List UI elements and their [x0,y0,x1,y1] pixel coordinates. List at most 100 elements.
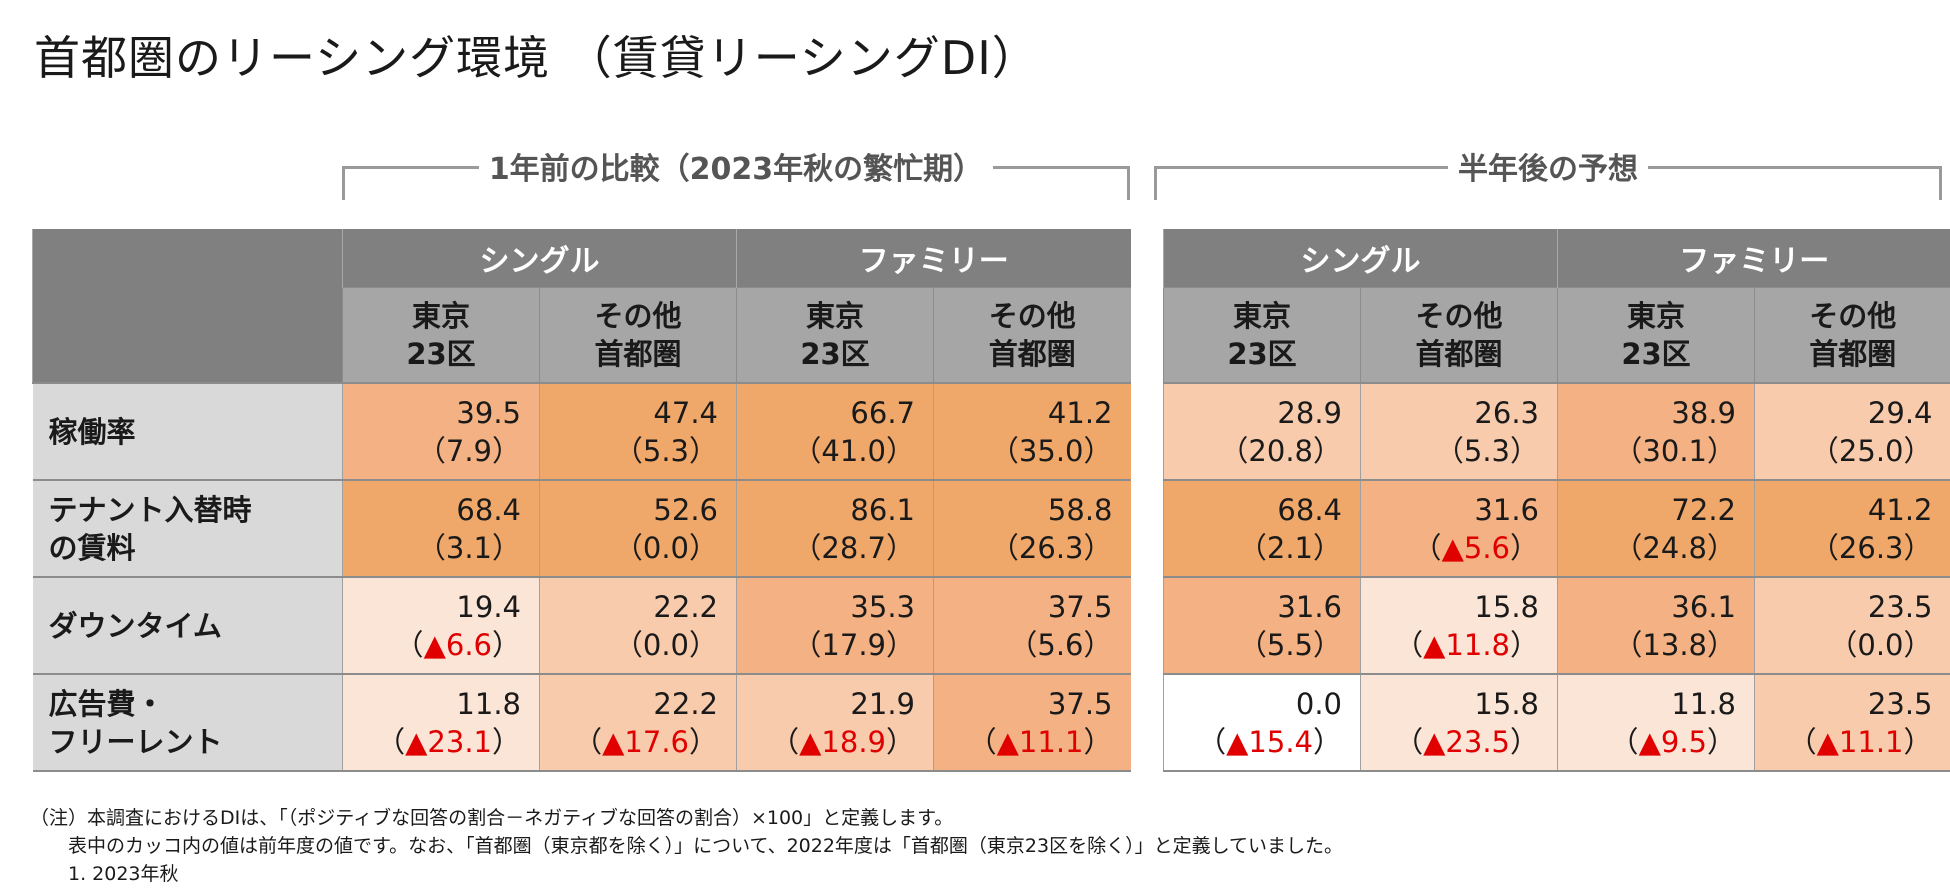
header-family: ファミリー [736,229,1131,287]
di-table-forecast: シングル ファミリー 東京 23区 その他 首都圏 東京 23区 その他 首都圏 28.… [1163,229,1950,772]
value-cell: 22.2 （▲17.6） [539,674,737,772]
prior-year-value: （▲15.4） [1197,724,1342,759]
prior-year-value: （▲6.6） [394,627,521,662]
negative-value: ▲18.9 [799,724,886,759]
value-cell: 0.0 （▲15.4） [1163,674,1361,772]
table-row: 稼働率 39.5 （7.9） 47.4 （5.3） 66.7 （41.0） 41.2 （35.0… [32,382,1131,481]
note-parentheses: 表中のカッコ内の値は前年度の値です。なお、「首都圏（東京都を除く）」について、2… [30,835,1344,857]
di-value: 11.8 [1671,686,1736,721]
value-cell: 21.9 （▲18.9） [736,674,934,772]
negative-value: ▲6.6 [423,627,492,662]
value-cell: 31.6 （5.5） [1163,577,1361,675]
prior-year-value: （5.3） [1434,433,1539,468]
di-value: 21.9 [850,686,915,721]
prior-year-value: （▲5.6） [1412,530,1539,565]
prior-year-value: （5.3） [613,433,718,468]
value-cell: 37.5 （5.6） [933,577,1131,675]
group-header-past: 1年前の比較（2023年秋の繁忙期） [342,152,1130,200]
di-value: 31.6 [1474,492,1539,527]
table-row: 広告費・ フリーレント 11.8 （▲23.1） 22.2 （▲17.6） 21.9 （▲18… [32,674,1131,772]
value-cell: 68.4 （3.1） [342,480,540,578]
prior-year-value: （17.9） [792,627,915,662]
negative-value: ▲17.6 [602,724,689,759]
header-tokyo23: 東京 23区 [736,286,934,383]
header-family: ファミリー [1557,229,1950,287]
di-value: 36.1 [1671,589,1736,624]
prior-year-value: （5.6） [1008,627,1113,662]
header-other: その他 首都圏 [539,286,737,383]
header-single: シングル [342,229,737,287]
negative-value: ▲9.5 [1638,724,1707,759]
table-row: 31.6 （5.5） 15.8 （▲11.8） 36.1 （13.8） 23.5 （0.0） [1163,577,1950,675]
value-cell: 15.8 （▲11.8） [1360,577,1558,675]
value-cell: 19.4 （▲6.6） [342,577,540,675]
prior-year-value: （▲23.5） [1394,724,1539,759]
prior-year-value: （25.0） [1809,433,1933,468]
prior-year-value: （▲17.6） [573,724,718,759]
prior-year-value: （▲9.5） [1609,724,1736,759]
value-cell: 39.5 （7.9） [342,382,540,481]
di-value: 15.8 [1474,589,1539,624]
di-value: 23.5 [1867,686,1933,721]
di-value: 41.2 [1047,395,1113,430]
value-cell: 86.1 （28.7） [736,480,934,578]
negative-value: ▲15.4 [1226,724,1313,759]
di-value: 68.4 [1277,492,1342,527]
prior-year-value: （2.1） [1237,530,1342,565]
di-value: 31.6 [1277,589,1342,624]
di-value: 0.0 [1295,686,1342,721]
di-value: 15.8 [1474,686,1539,721]
header-other: その他 首都圏 [1754,286,1950,383]
prior-year-value: （0.0） [613,627,718,662]
value-cell: 68.4 （2.1） [1163,480,1361,578]
value-cell: 72.2 （24.8） [1557,480,1755,578]
di-value: 11.8 [456,686,521,721]
table-row: 68.4 （2.1） 31.6 （▲5.6） 72.2 （24.8） 41.2 （26.3） [1163,480,1950,578]
value-cell: 35.3 （17.9） [736,577,934,675]
di-value: 38.9 [1671,395,1736,430]
note-definition: （注）本調査におけるDIは、「（ポジティブな回答の割合－ネガティブな回答の割合）… [30,807,954,829]
di-value: 39.5 [456,395,521,430]
prior-year-value: （41.0） [792,433,915,468]
di-value: 86.1 [850,492,915,527]
negative-value: ▲11.1 [1816,724,1904,759]
negative-value: ▲11.1 [996,724,1084,759]
prior-year-value: （0.0） [1828,627,1933,662]
di-value: 72.2 [1671,492,1736,527]
negative-value: ▲23.5 [1423,724,1510,759]
prior-year-value: （13.8） [1613,627,1736,662]
negative-value: ▲23.1 [405,724,492,759]
prior-year-value: （20.8） [1219,433,1342,468]
di-value: 37.5 [1047,686,1113,721]
header-tokyo23: 東京 23区 [1557,286,1755,383]
value-cell: 41.2 （35.0） [933,382,1131,481]
table-row: 28.9 （20.8） 26.3 （5.3） 38.9 （30.1） 29.4 （25.0） [1163,382,1950,481]
prior-year-value: （▲11.1） [967,724,1113,759]
di-table-past: シングル ファミリー 東京 23区 その他 首都圏 東京 23区 その他 首都圏 稼働率… [32,229,1131,772]
di-value: 66.7 [850,395,915,430]
prior-year-value: （24.8） [1613,530,1736,565]
footnotes: （注）本調査におけるDIは、「（ポジティブな回答の割合－ネガティブな回答の割合）… [30,804,1343,888]
value-cell: 66.7 （41.0） [736,382,934,481]
value-cell: 22.2 （0.0） [539,577,737,675]
di-value: 58.8 [1047,492,1113,527]
di-value: 68.4 [456,492,521,527]
prior-year-value: （7.9） [416,433,521,468]
prior-year-value: （35.0） [989,433,1113,468]
prior-year-value: （26.3） [989,530,1113,565]
di-value: 29.4 [1867,395,1933,430]
value-cell: 23.5 （0.0） [1754,577,1950,675]
prior-year-value: （▲18.9） [770,724,915,759]
value-cell: 31.6 （▲5.6） [1360,480,1558,578]
di-value: 47.4 [653,395,718,430]
table-row: ダウンタイム 19.4 （▲6.6） 22.2 （0.0） 35.3 （17.9） 37.5 （… [32,577,1131,675]
value-cell: 11.8 （▲23.1） [342,674,540,772]
value-cell: 37.5 （▲11.1） [933,674,1131,772]
prior-year-value: （5.5） [1237,627,1342,662]
value-cell: 26.3 （5.3） [1360,382,1558,481]
value-cell: 38.9 （30.1） [1557,382,1755,481]
di-value: 22.2 [653,686,718,721]
value-cell: 11.8 （▲9.5） [1557,674,1755,772]
value-cell: 15.8 （▲23.5） [1360,674,1558,772]
di-value: 23.5 [1867,589,1933,624]
